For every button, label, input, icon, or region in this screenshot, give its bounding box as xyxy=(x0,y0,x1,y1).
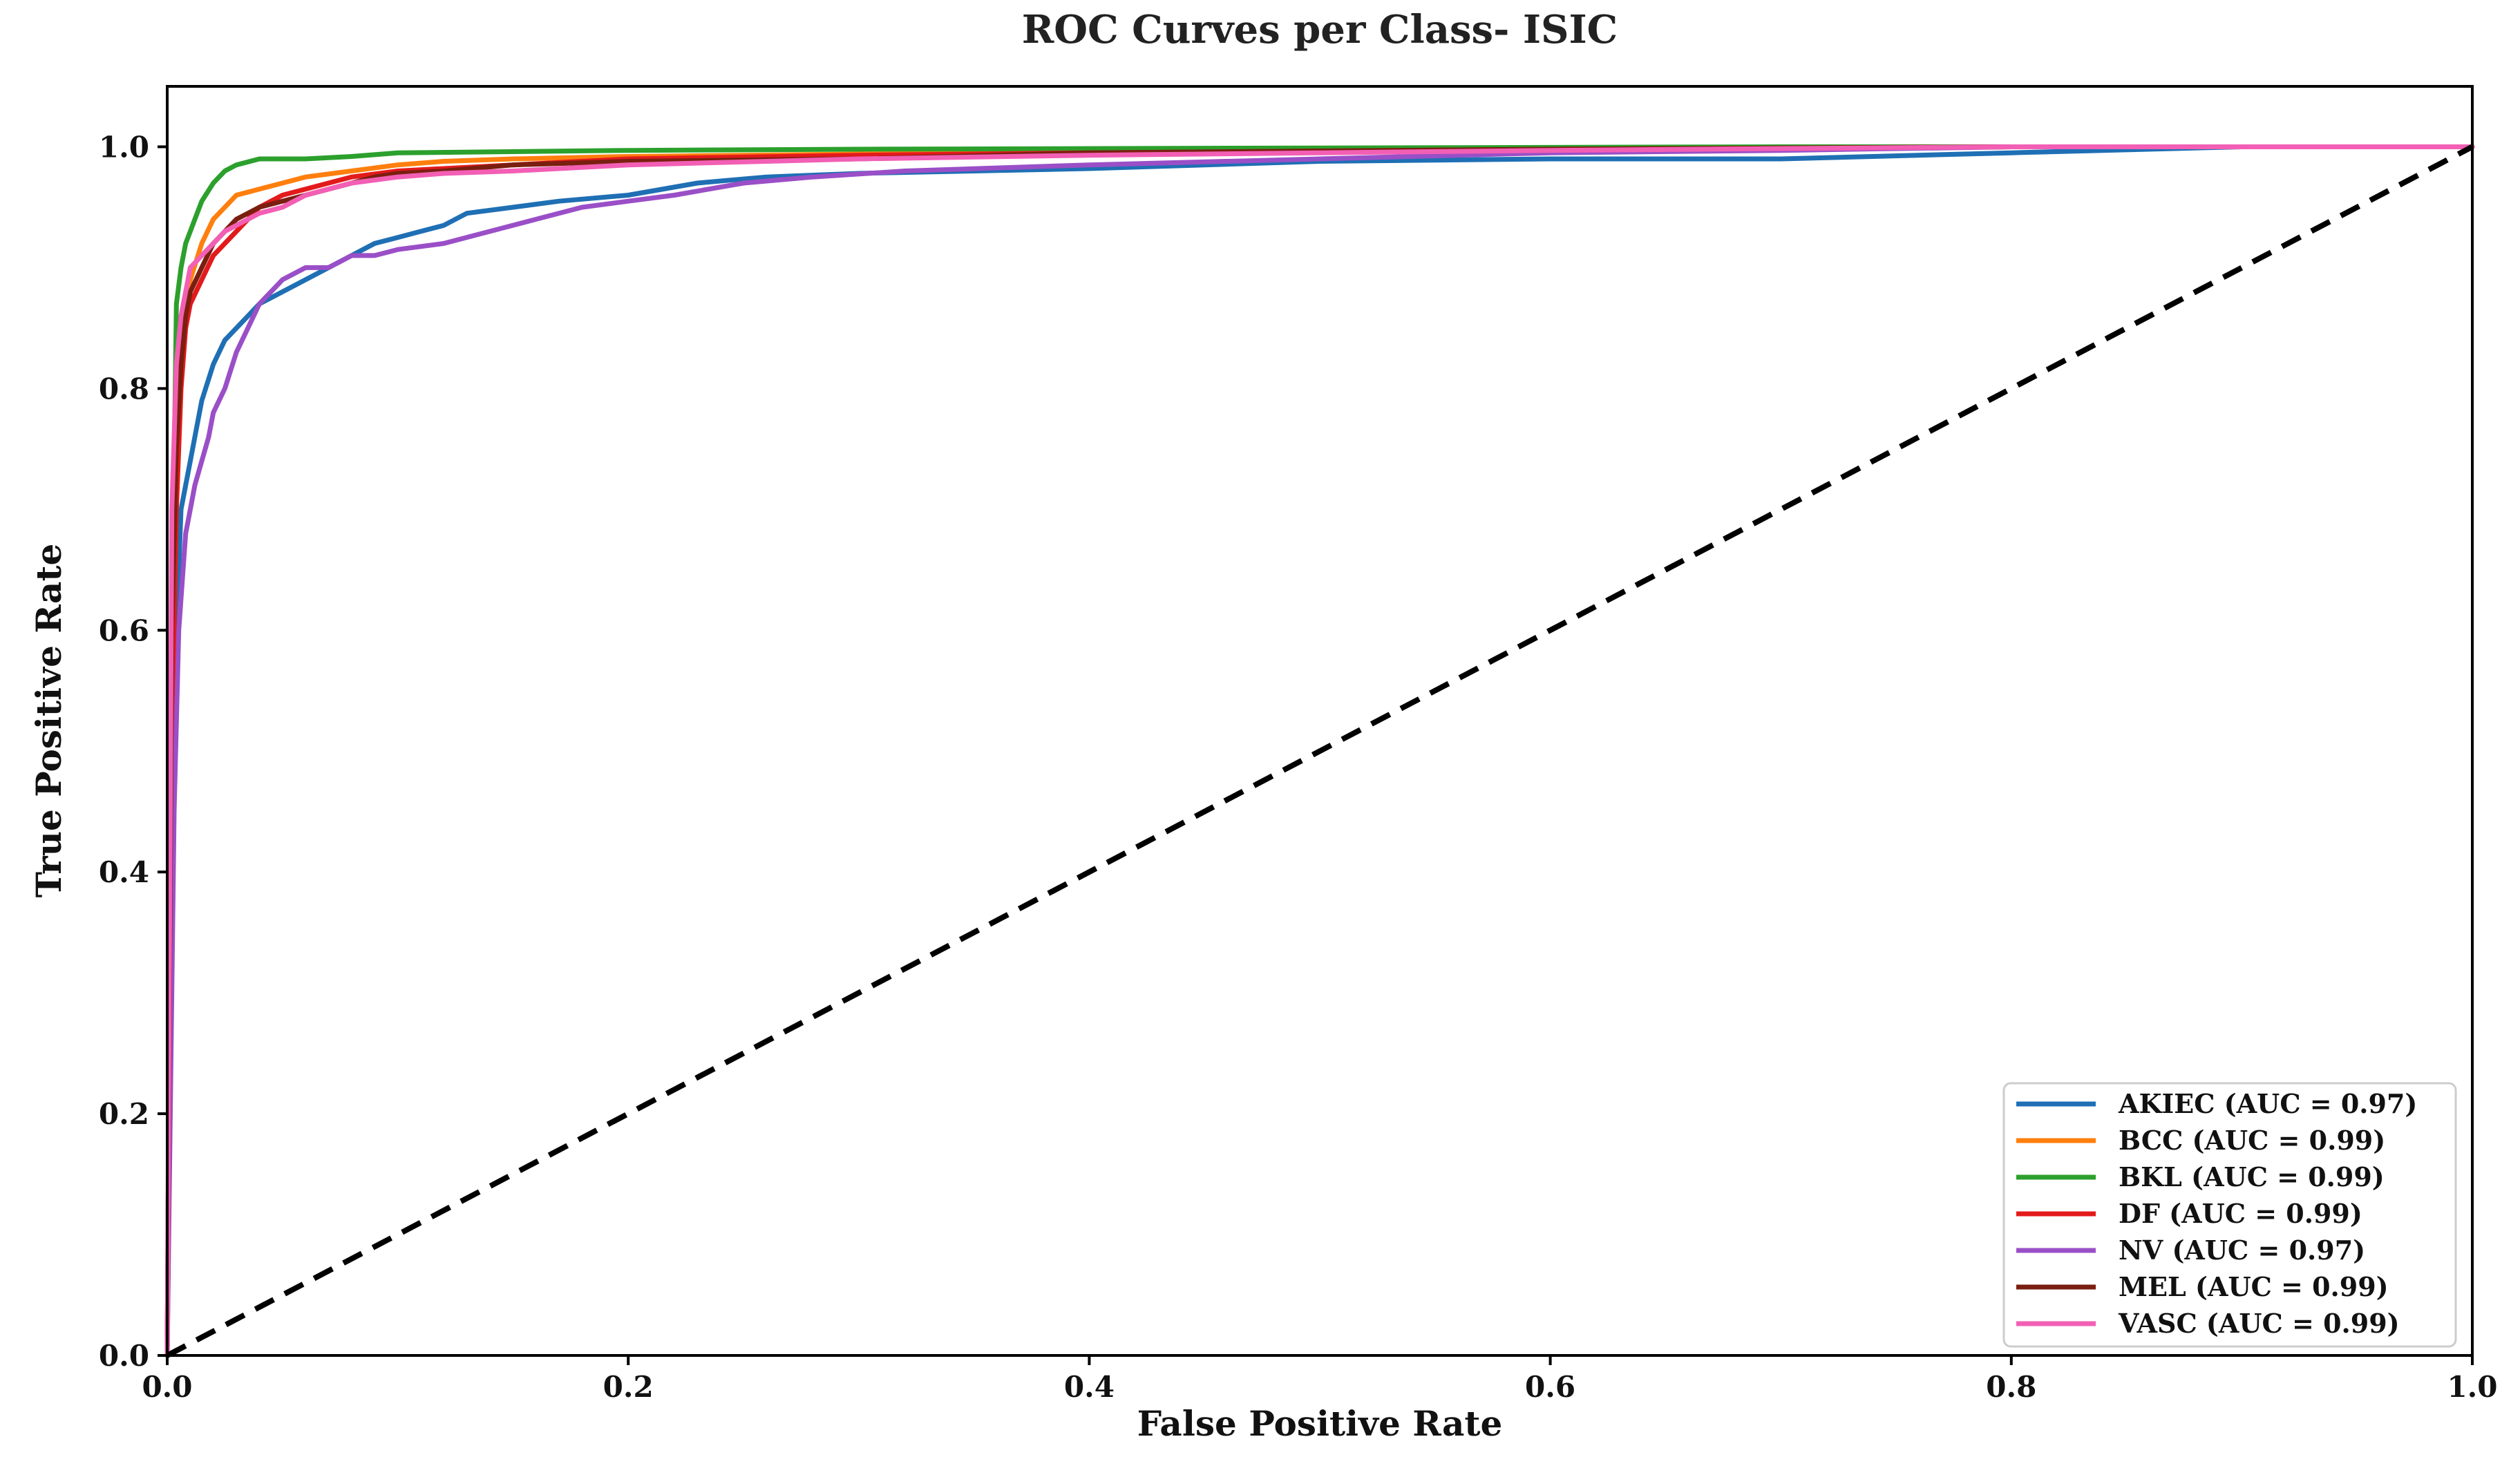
chart-title: ROC Curves per Class- ISIC xyxy=(1022,7,1618,53)
y-tick-label: 1.0 xyxy=(99,130,149,164)
legend-label-nv: NV (AUC = 0.97) xyxy=(2119,1235,2365,1266)
x-axis-label: False Positive Rate xyxy=(1137,1403,1503,1444)
plot-layer xyxy=(164,144,2475,1358)
y-tick-label: 0.8 xyxy=(99,372,149,406)
legend-label-vasc: VASC (AUC = 0.99) xyxy=(2118,1308,2400,1339)
y-axis-ticks: 0.0 0.2 0.4 0.6 0.8 1.0 xyxy=(99,130,167,1373)
plot-frame xyxy=(166,85,2474,1357)
series-line-akiec xyxy=(164,144,2475,1358)
legend-box xyxy=(2002,1082,2457,1348)
x-tick-label: 0.2 xyxy=(603,1370,654,1404)
series-line-bkl xyxy=(164,144,2475,1358)
y-tick-label: 0.0 xyxy=(99,1339,149,1373)
legend-label-df: DF (AUC = 0.99) xyxy=(2119,1198,2362,1229)
x-tick-label: 0.0 xyxy=(142,1370,192,1404)
series-line-vasc xyxy=(164,144,2475,1358)
legend-label-bkl: BKL (AUC = 0.99) xyxy=(2119,1161,2385,1192)
y-tick-label: 0.6 xyxy=(99,613,149,647)
legend-label-akiec: AKIEC (AUC = 0.97) xyxy=(2118,1088,2417,1119)
y-tick-label: 0.2 xyxy=(99,1097,149,1131)
y-axis-label: True Positive Rate xyxy=(28,544,69,898)
x-tick-label: 1.0 xyxy=(2447,1370,2497,1404)
series-line-nv xyxy=(164,144,2475,1358)
legend-label-bcc: BCC (AUC = 0.99) xyxy=(2119,1125,2385,1156)
legend-entries: AKIEC (AUC = 0.97) BCC (AUC = 0.99) BKL (A… xyxy=(2016,1088,2417,1339)
chance-diagonal-line xyxy=(166,144,2474,1358)
x-tick-label: 0.8 xyxy=(1986,1370,2036,1404)
x-tick-label: 0.4 xyxy=(1064,1370,1115,1404)
legend-label-mel: MEL (AUC = 0.99) xyxy=(2119,1271,2389,1302)
x-tick-label: 0.6 xyxy=(1525,1370,1575,1404)
y-tick-label: 0.4 xyxy=(99,855,149,889)
legend: AKIEC (AUC = 0.97) BCC (AUC = 0.99) BKL (A… xyxy=(2002,1082,2457,1348)
x-axis-ticks: 0.0 0.2 0.4 0.6 0.8 1.0 xyxy=(142,1355,2498,1404)
